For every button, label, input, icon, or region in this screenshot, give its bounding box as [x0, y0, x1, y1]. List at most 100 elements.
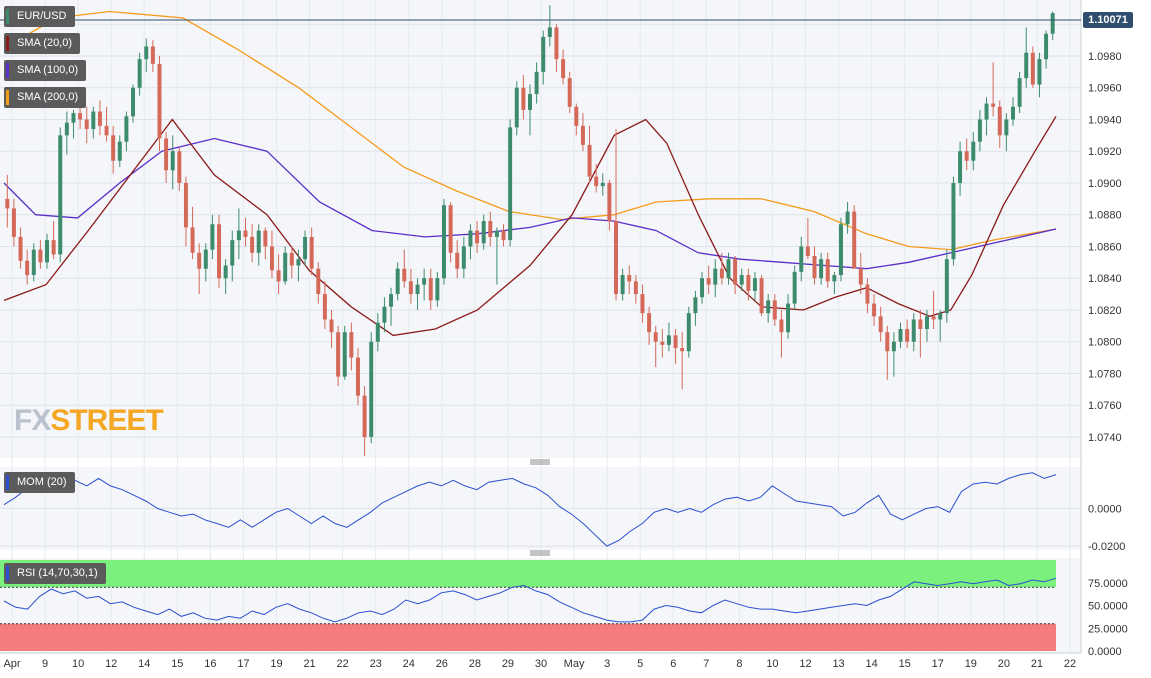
- candle-bearish: [719, 268, 724, 279]
- date-tick-label: 19: [965, 658, 977, 670]
- candle-bullish: [1011, 106, 1015, 120]
- candle-bearish: [561, 59, 566, 79]
- legend-mom[interactable]: MOM (20): [4, 472, 75, 493]
- candle-bullish: [693, 297, 698, 314]
- date-tick-label: 7: [703, 658, 709, 670]
- candle-bearish: [349, 332, 354, 358]
- candle-bullish: [739, 275, 744, 285]
- candle-bullish: [137, 59, 142, 88]
- candle-bullish: [395, 268, 400, 295]
- candle-bearish: [150, 46, 155, 64]
- candle-bearish: [587, 144, 592, 177]
- candle-bullish: [422, 278, 427, 285]
- legend-rsi-label: RSI (14,70,30,1): [17, 567, 98, 579]
- candle-bearish: [269, 246, 274, 271]
- candle-bearish: [640, 294, 645, 314]
- price-tick-label: 1.0880: [1088, 210, 1122, 222]
- legend-sma200-label: SMA (200,0): [17, 91, 79, 103]
- candle-bullish: [832, 275, 837, 282]
- candle-bearish: [964, 151, 969, 161]
- candle-bearish: [243, 230, 248, 237]
- candle-bullish: [1024, 52, 1029, 79]
- candle-bullish: [713, 268, 718, 285]
- candle-bullish: [971, 141, 976, 161]
- grid: [0, 0, 1081, 653]
- candle-bullish: [256, 230, 261, 253]
- candle-bearish: [18, 236, 23, 261]
- candle-bearish: [706, 278, 711, 285]
- candle-bullish: [494, 230, 499, 237]
- candle-bullish: [415, 284, 420, 295]
- date-tick-label: 17: [237, 658, 249, 670]
- candle-bullish: [1004, 119, 1009, 136]
- candle-bullish: [303, 236, 308, 260]
- date-tick-label: 29: [502, 658, 514, 670]
- rsi-group: [0, 560, 1057, 651]
- candle-bullish: [236, 230, 241, 241]
- candle-bullish: [547, 27, 552, 37]
- candle-bearish: [759, 278, 764, 314]
- candle-bullish: [1044, 33, 1049, 60]
- candle-bullish: [984, 103, 989, 120]
- date-tick-label: Apr: [3, 658, 20, 670]
- candle-bearish: [428, 278, 433, 301]
- candle-bearish: [660, 341, 665, 345]
- candle-bearish: [329, 319, 334, 333]
- legend-sma100-label: SMA (100,0): [17, 64, 79, 76]
- candle-bearish: [309, 236, 314, 269]
- candle-bullish: [31, 249, 36, 276]
- legend-sma20[interactable]: SMA (20,0): [4, 33, 81, 54]
- candle-bearish: [355, 357, 360, 396]
- candle-bearish: [918, 319, 923, 330]
- candle-bearish: [554, 27, 559, 60]
- candle-bullish: [375, 322, 380, 342]
- candle-bearish: [746, 275, 751, 291]
- candle-bullish: [481, 221, 486, 244]
- candle-bearish: [580, 125, 585, 145]
- candle-bullish: [203, 249, 208, 269]
- legend-symbol[interactable]: EUR/USD: [4, 6, 75, 27]
- panel-resize-handle-1[interactable]: [530, 459, 550, 465]
- candle-bullish: [666, 335, 671, 345]
- candle-bullish: [686, 313, 691, 352]
- candle-bearish: [84, 119, 89, 129]
- date-tick-label: 12: [799, 658, 811, 670]
- rsi-series: [3, 577, 1057, 623]
- candle-bullish: [938, 313, 943, 320]
- sma100-line: [3, 137, 1057, 270]
- panel-resize-handle-2[interactable]: [530, 550, 550, 556]
- price-tick-label: 1.0940: [1088, 114, 1122, 126]
- candle-bearish: [164, 138, 169, 171]
- candle-bullish: [223, 265, 228, 279]
- fxstreet-logo: FXSTREET: [14, 404, 164, 437]
- candle-bearish: [607, 182, 612, 222]
- date-tick-label: 26: [436, 658, 448, 670]
- candle-bullish: [799, 246, 804, 272]
- candle-bearish: [250, 236, 255, 253]
- legend-rsi[interactable]: RSI (14,70,30,1): [4, 563, 106, 584]
- candle-bearish: [680, 348, 685, 352]
- candle-bearish: [197, 252, 202, 269]
- candle-bearish: [647, 313, 652, 333]
- candle-bearish: [567, 78, 572, 107]
- date-tick-label: 28: [469, 658, 481, 670]
- candle-bearish: [997, 106, 1002, 136]
- candle-bearish: [885, 332, 890, 352]
- candle-bullish: [369, 341, 374, 437]
- candle-bullish: [389, 294, 394, 307]
- candles: [5, 5, 1055, 456]
- candle-bearish: [157, 63, 162, 139]
- date-tick-label: May: [564, 658, 585, 670]
- rsi-tick-label: 0.0000: [1088, 646, 1122, 658]
- candle-bearish: [488, 221, 493, 237]
- candle-bearish: [614, 221, 618, 295]
- rsi-tick-label: 25.0000: [1088, 623, 1128, 635]
- candle-bearish: [316, 268, 321, 295]
- legend-sma200[interactable]: SMA (200,0): [4, 87, 87, 108]
- date-tick-label: 30: [535, 658, 547, 670]
- legend-sma100[interactable]: SMA (100,0): [4, 60, 87, 81]
- candle-bearish: [190, 227, 195, 253]
- date-tick-label: 19: [270, 658, 282, 670]
- candle-bearish: [455, 252, 460, 269]
- candle-bearish: [336, 332, 341, 377]
